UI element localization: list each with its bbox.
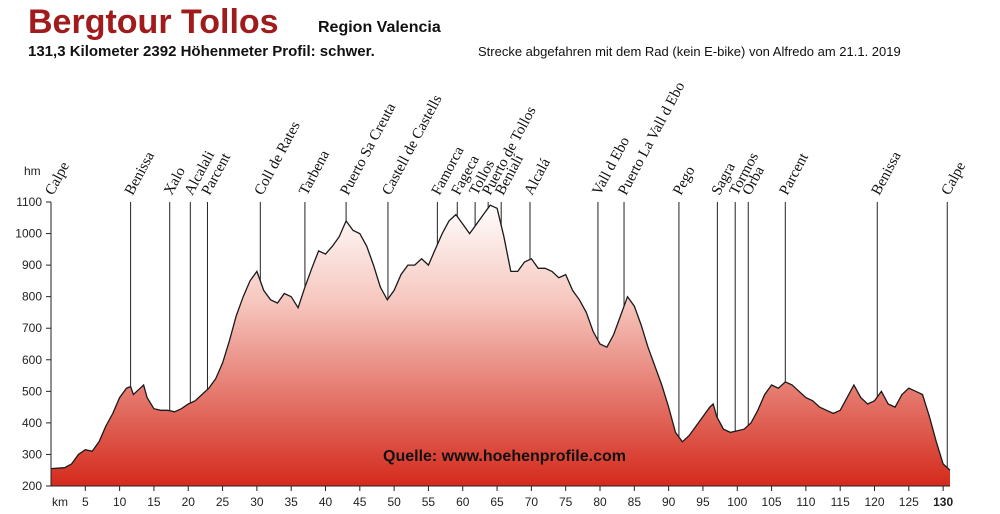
x-tick-label: 35 [285,495,299,509]
x-tick-label: 95 [696,495,710,509]
x-tick-label: 130 [933,495,953,509]
x-tick-label: 75 [559,495,573,509]
x-tick-label: 30 [250,495,264,509]
x-tick-label: 110 [796,495,815,509]
y-tick-label: 700 [22,321,42,335]
x-tick-label: 15 [147,495,161,509]
x-tick-label: 120 [864,495,884,509]
x-tick-label: 80 [593,495,607,509]
x-tick-label: 40 [319,495,333,509]
x-tick-label: 65 [490,495,504,509]
stats: 131,3 Kilometer 2392 Höhenmeter Profil: … [28,43,375,60]
x-axis-label: km [52,495,68,509]
x-tick-label: 125 [899,495,919,509]
area-fill [51,205,950,486]
x-tick-label: 85 [628,495,642,509]
x-tick-label: 60 [456,495,470,509]
y-tick-label: 1000 [15,227,42,241]
chart-subtitle: Region Valencia [318,19,441,36]
x-tick-label: 50 [387,495,401,509]
x-tick-label: 20 [182,495,196,509]
x-tick-label: 55 [422,495,436,509]
source: Quelle: www.hoehenprofile.com [383,448,626,465]
x-tick-label: 5 [82,495,89,509]
x-tick-label: 70 [525,495,539,509]
y-tick-label: 800 [22,290,42,304]
profile-line [50,204,951,471]
y-tick-label: 600 [22,353,42,367]
y-axis-label: hm [24,164,41,178]
y-tick-label: 300 [22,447,42,461]
x-tick-label: 25 [216,495,230,509]
x-tick-label: 115 [831,495,850,509]
y-tick-label: 400 [22,416,42,430]
note: Strecke abgefahren mit dem Rad (kein E-b… [478,44,901,59]
y-tick-label: 1100 [16,195,42,209]
x-tick-label: 90 [662,495,676,509]
x-tick-label: 100 [727,495,747,509]
x-tick-label: 105 [762,495,782,509]
x-tick-label: 10 [113,495,127,509]
x-tick-label: 45 [353,495,367,509]
y-tick-label: 900 [22,258,42,272]
y-tick-label: 200 [22,479,42,493]
chart-title: Bergtour Tollos [28,3,279,41]
y-tick-label: 500 [22,384,42,398]
